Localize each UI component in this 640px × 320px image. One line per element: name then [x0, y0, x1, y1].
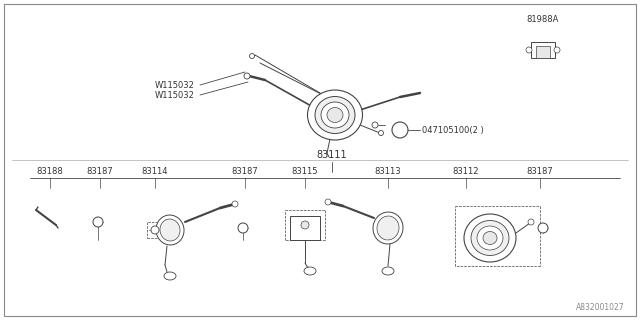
Text: 83187: 83187	[232, 167, 259, 177]
Circle shape	[93, 217, 103, 227]
Text: 81988A: 81988A	[527, 15, 559, 25]
Circle shape	[151, 226, 159, 234]
Ellipse shape	[471, 220, 509, 255]
Bar	[531, 42, 555, 58]
Circle shape	[392, 122, 408, 138]
Circle shape	[301, 221, 309, 229]
Text: 83115: 83115	[292, 167, 318, 177]
Ellipse shape	[464, 214, 516, 262]
Text: S: S	[397, 125, 403, 134]
Text: W115032: W115032	[155, 91, 195, 100]
Ellipse shape	[321, 102, 349, 128]
Ellipse shape	[377, 216, 399, 240]
Ellipse shape	[327, 108, 343, 123]
Ellipse shape	[164, 272, 176, 280]
Ellipse shape	[160, 219, 180, 241]
Ellipse shape	[304, 267, 316, 275]
Ellipse shape	[483, 231, 497, 244]
Circle shape	[538, 223, 548, 233]
Text: 83111: 83111	[317, 150, 348, 160]
Circle shape	[378, 131, 383, 135]
Circle shape	[244, 73, 250, 79]
Ellipse shape	[156, 215, 184, 245]
Ellipse shape	[382, 267, 394, 275]
Text: 83188: 83188	[36, 167, 63, 177]
Circle shape	[554, 47, 560, 53]
Text: 83113: 83113	[374, 167, 401, 177]
Circle shape	[526, 47, 532, 53]
Bar	[536, 46, 550, 58]
Text: 83114: 83114	[141, 167, 168, 177]
Text: 83112: 83112	[452, 167, 479, 177]
Circle shape	[372, 122, 378, 128]
Bar	[290, 216, 320, 240]
Ellipse shape	[373, 212, 403, 244]
Ellipse shape	[477, 226, 503, 250]
FancyBboxPatch shape	[4, 4, 636, 316]
Circle shape	[325, 199, 331, 205]
Circle shape	[250, 53, 255, 59]
Text: W115032: W115032	[155, 81, 195, 90]
Circle shape	[232, 201, 238, 207]
Circle shape	[528, 219, 534, 225]
Text: A832001027: A832001027	[577, 303, 625, 312]
Text: 83187: 83187	[527, 167, 554, 177]
Text: 83187: 83187	[86, 167, 113, 177]
Text: 047105100(2 ): 047105100(2 )	[422, 125, 484, 134]
Ellipse shape	[307, 90, 362, 140]
Circle shape	[238, 223, 248, 233]
Ellipse shape	[315, 97, 355, 133]
